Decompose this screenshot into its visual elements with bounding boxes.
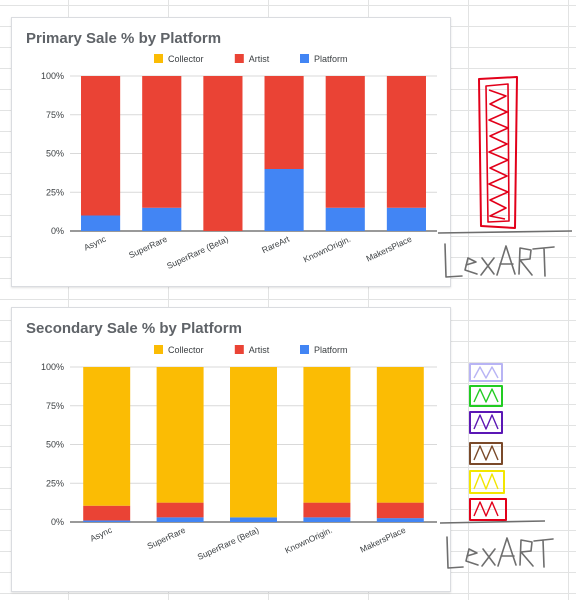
secondary-sale-plot: Collector Artist Platform0%25%50%75%100%As… [41, 345, 437, 562]
legend-label-collector: Collector [168, 54, 204, 64]
y-tick-label: 100% [41, 71, 64, 81]
bar-collector [303, 367, 351, 503]
y-tick-label: 0% [51, 226, 64, 236]
bar-collector [156, 367, 204, 503]
primary-sale-plot: Collector Artist Platform0%25%50%75%100%As… [41, 54, 437, 271]
y-tick-label: 25% [46, 478, 64, 488]
bar-artist [156, 502, 204, 518]
bar-platform [325, 207, 365, 231]
bar-artist [303, 502, 351, 518]
bar-artist [142, 76, 182, 208]
bar-platform [142, 207, 182, 231]
legend-swatch-artist [234, 345, 244, 354]
legend-swatch-platform [300, 345, 309, 354]
bar-collector [230, 367, 277, 518]
bar-platform [83, 520, 131, 522]
signature-logo-2 [446, 536, 554, 569]
bar-platform [386, 207, 426, 231]
bar-collector [83, 367, 131, 506]
y-tick-label: 75% [46, 110, 64, 120]
legend-label-platform: Platform [314, 345, 348, 355]
bar-artist [376, 502, 424, 519]
legend-swatch-platform [300, 54, 309, 63]
primary-sale-chart[interactable]: Primary Sale % by Platform Collector Arti… [11, 17, 451, 287]
bar-artist [83, 505, 131, 521]
chart-title: Secondary Sale % by Platform [26, 320, 242, 337]
signature-underline-1 [437, 230, 573, 234]
y-tick-label: 50% [46, 149, 64, 159]
y-tick-label: 50% [46, 440, 64, 450]
bar-artist [203, 76, 243, 231]
y-tick-label: 25% [46, 187, 64, 197]
legend-label-platform: Platform [314, 54, 348, 64]
legend-swatch-artist [234, 54, 244, 63]
legend-label-artist: Artist [249, 345, 270, 355]
bar-artist [386, 76, 426, 208]
bar-artist [325, 76, 365, 208]
color-legend-swatches [469, 363, 507, 521]
y-tick-label: 0% [51, 517, 64, 527]
bar-collector [376, 367, 424, 503]
signature-logo-1 [444, 243, 555, 278]
bar-platform [81, 215, 121, 231]
chart-title: Primary Sale % by Platform [26, 30, 222, 47]
red-scribble-bar-drawing [478, 76, 518, 229]
bar-platform [230, 517, 277, 522]
bar-platform [303, 517, 351, 522]
secondary-sale-chart[interactable]: Secondary Sale % by Platform Collector Ar… [11, 307, 451, 592]
bar-platform [156, 517, 204, 522]
bar-platform [264, 169, 304, 231]
y-tick-label: 100% [41, 362, 64, 372]
y-tick-label: 75% [46, 401, 64, 411]
legend-swatch-collector [154, 345, 163, 354]
legend-label-artist: Artist [249, 54, 270, 64]
legend-label-collector: Collector [168, 345, 204, 355]
bar-artist [81, 76, 121, 216]
legend-swatch-collector [154, 54, 163, 63]
bar-platform [376, 518, 424, 522]
signature-underline-2 [439, 520, 546, 524]
bar-artist [264, 76, 304, 169]
